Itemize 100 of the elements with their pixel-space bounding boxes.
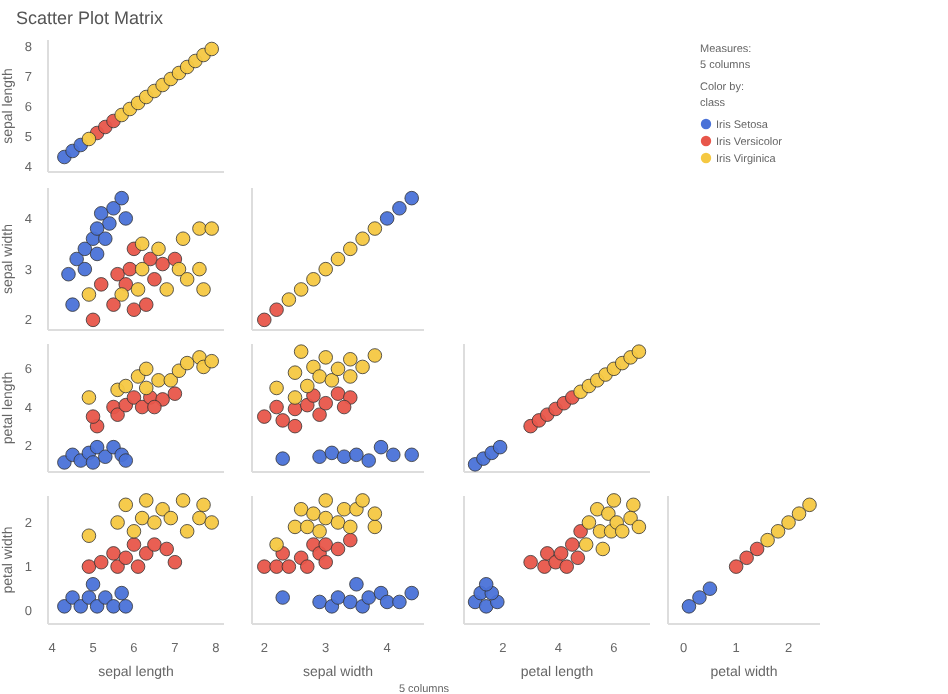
chart-title: Scatter Plot Matrix xyxy=(16,8,165,28)
point xyxy=(802,497,817,513)
point xyxy=(61,267,76,282)
point xyxy=(300,378,315,394)
point xyxy=(324,445,340,461)
point xyxy=(106,201,121,216)
point xyxy=(281,559,297,574)
point xyxy=(361,590,376,605)
point xyxy=(85,455,101,470)
point xyxy=(343,519,358,535)
point xyxy=(126,302,142,317)
point xyxy=(204,515,219,530)
point xyxy=(581,515,597,530)
point xyxy=(134,236,150,251)
point xyxy=(106,297,121,312)
point xyxy=(343,352,358,367)
point xyxy=(126,537,142,552)
point xyxy=(318,537,333,552)
point xyxy=(300,519,315,535)
point xyxy=(175,493,191,508)
point xyxy=(275,451,290,466)
point xyxy=(118,550,133,565)
point xyxy=(196,497,211,513)
point xyxy=(118,599,133,614)
point xyxy=(312,594,327,610)
point xyxy=(336,449,352,464)
point xyxy=(114,190,129,206)
point xyxy=(318,555,333,570)
point xyxy=(134,510,150,526)
point xyxy=(623,510,638,526)
point xyxy=(85,409,101,424)
point xyxy=(553,546,569,561)
point xyxy=(179,524,195,539)
point xyxy=(392,594,407,610)
point xyxy=(781,515,796,530)
point xyxy=(269,537,284,552)
point xyxy=(565,537,580,552)
point xyxy=(106,439,121,455)
point xyxy=(293,502,309,517)
point xyxy=(404,190,419,206)
point xyxy=(312,407,327,422)
point xyxy=(336,502,352,517)
point xyxy=(770,524,786,539)
point xyxy=(257,409,272,424)
point xyxy=(106,599,121,614)
point xyxy=(343,532,358,548)
point xyxy=(81,559,97,574)
point xyxy=(306,388,321,403)
point xyxy=(631,519,647,535)
point xyxy=(167,386,183,401)
point xyxy=(89,246,105,262)
point xyxy=(102,216,117,231)
point xyxy=(318,350,333,365)
point xyxy=(287,418,303,434)
point xyxy=(126,524,142,539)
point xyxy=(386,447,401,463)
point xyxy=(595,541,611,557)
point xyxy=(692,590,707,605)
point xyxy=(479,599,494,614)
point xyxy=(324,373,340,388)
point xyxy=(330,251,346,267)
point xyxy=(343,241,358,257)
point xyxy=(155,502,170,517)
point xyxy=(81,131,97,147)
point xyxy=(578,537,594,552)
point xyxy=(361,453,376,468)
point xyxy=(89,439,105,455)
point xyxy=(110,515,125,530)
point xyxy=(147,399,162,415)
point xyxy=(192,261,207,277)
point xyxy=(85,577,101,592)
point xyxy=(330,515,346,530)
point xyxy=(479,577,494,592)
point xyxy=(114,585,129,601)
point xyxy=(570,550,586,565)
point xyxy=(73,599,88,614)
point xyxy=(392,201,407,216)
point xyxy=(155,256,170,272)
point xyxy=(492,439,508,455)
point xyxy=(590,502,605,517)
point xyxy=(269,399,284,415)
point xyxy=(293,282,309,297)
point xyxy=(257,559,272,574)
point xyxy=(540,546,555,561)
point xyxy=(287,365,303,380)
point xyxy=(147,537,162,552)
point xyxy=(349,447,364,463)
point xyxy=(139,546,154,561)
point xyxy=(281,292,297,307)
point xyxy=(179,355,195,371)
point xyxy=(171,261,187,277)
point xyxy=(312,524,327,539)
point xyxy=(192,510,207,526)
point xyxy=(269,559,284,574)
point xyxy=(355,493,370,508)
point xyxy=(312,369,327,384)
point xyxy=(130,559,146,574)
point xyxy=(139,361,154,377)
point xyxy=(122,261,138,277)
point xyxy=(318,510,333,526)
